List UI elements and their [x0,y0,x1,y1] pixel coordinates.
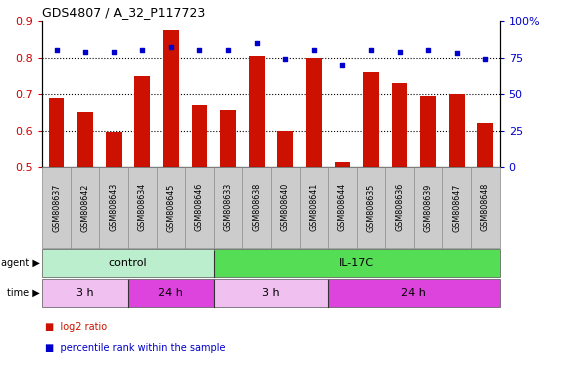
Text: 24 h: 24 h [401,288,427,298]
Text: 3 h: 3 h [77,288,94,298]
Bar [49,98,65,167]
Point [166,44,175,50]
Point [281,56,290,62]
Text: GSM808644: GSM808644 [338,183,347,232]
Bar [477,123,493,167]
Text: 24 h: 24 h [158,288,183,298]
Bar [392,83,408,167]
Point [138,46,147,53]
Text: GSM808643: GSM808643 [109,183,118,232]
Point [223,47,232,53]
Bar [249,56,264,167]
Point [309,47,319,53]
Bar [278,131,293,167]
Bar [449,94,465,167]
Bar [306,58,321,167]
Bar [106,132,122,167]
Text: GSM808638: GSM808638 [252,183,261,232]
Text: IL-17C: IL-17C [339,258,374,268]
Text: GDS4807 / A_32_P117723: GDS4807 / A_32_P117723 [42,6,206,19]
Point [481,56,490,62]
Text: 3 h: 3 h [262,288,280,298]
Bar [420,96,436,167]
Bar [363,72,379,167]
Text: GSM808642: GSM808642 [81,183,90,232]
Point [367,47,376,53]
Point [81,49,90,55]
Point [395,49,404,55]
Bar [134,76,150,167]
Text: GSM808640: GSM808640 [281,183,289,232]
Text: GSM808648: GSM808648 [481,183,490,232]
Text: ■  percentile rank within the sample: ■ percentile rank within the sample [45,343,226,353]
Text: time ▶: time ▶ [7,288,39,298]
Point [109,50,118,56]
Point [195,46,204,53]
Text: GSM808637: GSM808637 [52,183,61,232]
Text: GSM808639: GSM808639 [424,183,433,232]
Text: agent ▶: agent ▶ [1,258,39,268]
Point [452,50,461,56]
Text: GSM808633: GSM808633 [224,183,232,232]
Text: GSM808647: GSM808647 [452,183,461,232]
Bar [192,105,207,167]
Text: GSM808641: GSM808641 [309,183,318,232]
Bar [77,112,93,167]
Point [424,47,433,53]
Text: ■  log2 ratio: ■ log2 ratio [45,322,107,332]
Bar [163,30,179,167]
Text: control: control [108,258,147,268]
Bar [335,162,350,167]
Text: GSM808645: GSM808645 [166,183,175,232]
Point [252,40,261,46]
Bar [220,111,236,167]
Point [338,62,347,68]
Point [52,47,61,53]
Text: GSM808635: GSM808635 [367,183,376,232]
Text: GSM808634: GSM808634 [138,183,147,232]
Text: GSM808646: GSM808646 [195,183,204,232]
Text: GSM808636: GSM808636 [395,183,404,232]
